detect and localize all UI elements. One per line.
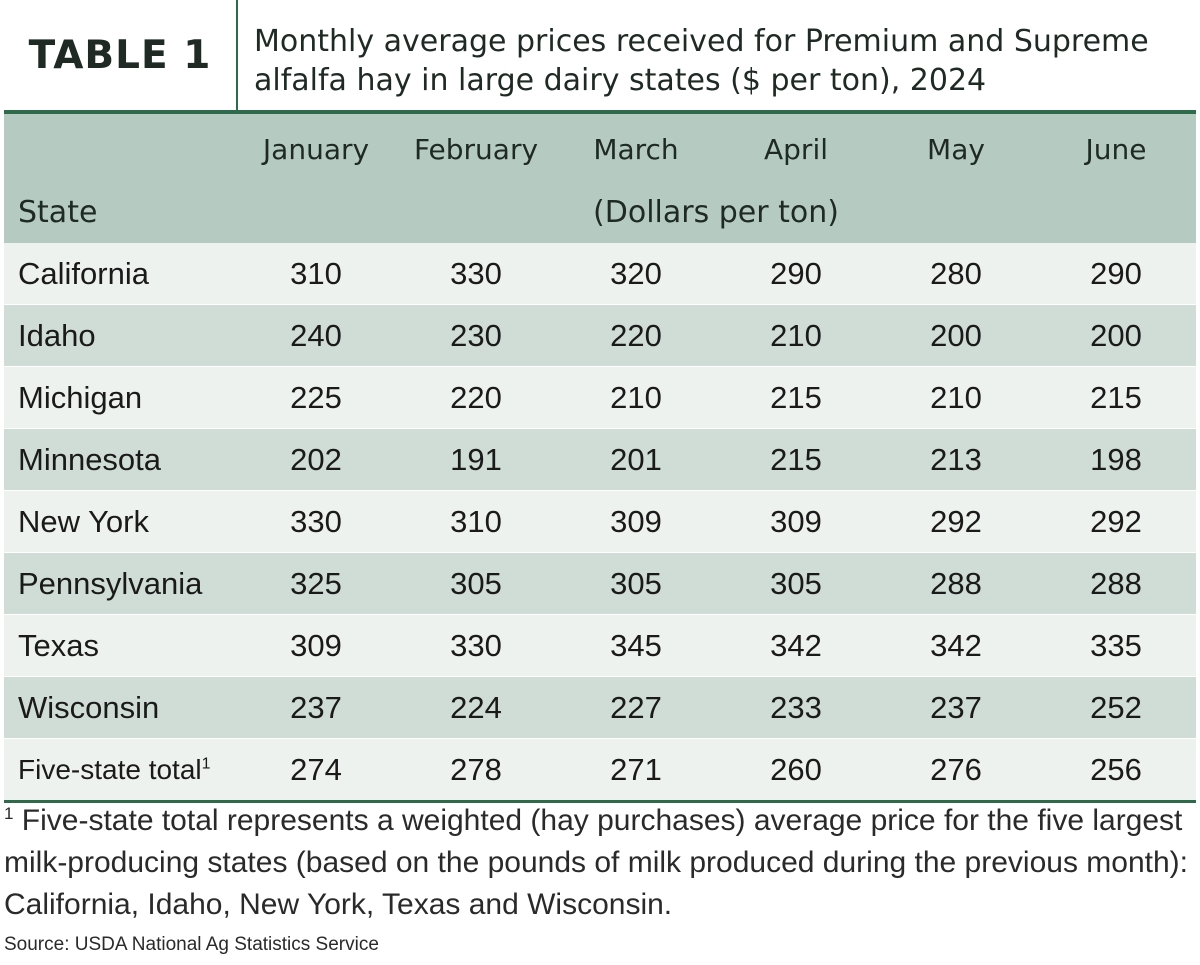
price-cell: 215: [1036, 366, 1196, 429]
footnote-mark: 1: [4, 804, 14, 823]
price-cell: 320: [556, 243, 716, 305]
column-header-month: May: [876, 114, 1036, 181]
state-cell: Minnesota: [4, 428, 236, 491]
price-cell: 342: [716, 614, 876, 677]
price-cell: 227: [556, 676, 716, 739]
price-cell: 237: [876, 676, 1036, 739]
price-cell: 224: [396, 676, 556, 739]
price-cell: 220: [396, 366, 556, 429]
table-header: TABLE 1 Monthly average prices received …: [4, 0, 1196, 114]
price-cell: 288: [1036, 552, 1196, 615]
price-cell: 213: [876, 428, 1036, 491]
price-cell: 305: [396, 552, 556, 615]
price-cell: 309: [556, 490, 716, 553]
price-cell: 290: [1036, 243, 1196, 305]
price-cell: 305: [716, 552, 876, 615]
table-body: California 310 330 320 290 280 290 Idaho 240 230 2…: [4, 243, 1196, 803]
price-cell: 292: [1036, 490, 1196, 553]
total-price-cell: 276: [876, 738, 1036, 803]
total-price-cell: 256: [1036, 738, 1196, 803]
price-cell: 215: [716, 366, 876, 429]
table-title: Monthly average prices received for Prem…: [254, 24, 1149, 98]
price-table-container: January February March April May June St…: [4, 114, 1196, 803]
total-label-cell: Five-state total1: [4, 738, 236, 803]
total-price-cell: 271: [556, 738, 716, 803]
price-cell: 230: [396, 304, 556, 367]
price-cell: 310: [236, 243, 396, 305]
price-cell: 233: [716, 676, 876, 739]
table-row: California 310 330 320 290 280 290: [4, 243, 1196, 305]
price-cell: 309: [236, 614, 396, 677]
price-cell: 310: [396, 490, 556, 553]
price-cell: 330: [236, 490, 396, 553]
total-price-cell: 278: [396, 738, 556, 803]
table-row: Idaho 240 230 220 210 200 200: [4, 304, 1196, 367]
price-cell: 237: [236, 676, 396, 739]
price-cell: 210: [716, 304, 876, 367]
price-cell: 198: [1036, 428, 1196, 491]
price-cell: 210: [876, 366, 1036, 429]
column-header-month: April: [716, 114, 876, 181]
column-header-month: January: [236, 114, 396, 181]
state-cell: Idaho: [4, 304, 236, 367]
price-cell: 252: [1036, 676, 1196, 739]
total-label: Five-state total: [18, 753, 202, 785]
price-cell: 220: [556, 304, 716, 367]
price-cell: 345: [556, 614, 716, 677]
state-cell: New York: [4, 490, 236, 553]
column-header-month: February: [396, 114, 556, 181]
footnote-text: Five-state total represents a weighted (…: [4, 804, 1188, 921]
price-cell: 342: [876, 614, 1036, 677]
column-header-month: June: [1036, 114, 1196, 181]
state-cell: California: [4, 243, 236, 305]
price-cell: 288: [876, 552, 1036, 615]
header-blank-cell: [4, 114, 236, 181]
price-cell: 200: [1036, 304, 1196, 367]
table-row: Michigan 225 220 210 215 210 215: [4, 366, 1196, 429]
price-cell: 330: [396, 243, 556, 305]
total-price-cell: 260: [716, 738, 876, 803]
price-cell: 280: [876, 243, 1036, 305]
state-cell: Michigan: [4, 366, 236, 429]
price-cell: 225: [236, 366, 396, 429]
state-cell: Texas: [4, 614, 236, 677]
total-footnote-mark: 1: [201, 755, 211, 773]
column-header-state: State: [4, 181, 236, 243]
price-cell: 335: [1036, 614, 1196, 677]
price-cell: 191: [396, 428, 556, 491]
source-note: Source: USDA National Ag Statistics Serv…: [4, 934, 379, 955]
price-cell: 305: [556, 552, 716, 615]
column-header-month: March: [556, 114, 716, 181]
table-row: Pennsylvania 325 305 305 305 288 288: [4, 552, 1196, 615]
price-cell: 200: [876, 304, 1036, 367]
price-cell: 202: [236, 428, 396, 491]
units-label: (Dollars per ton): [236, 181, 1196, 243]
price-cell: 215: [716, 428, 876, 491]
price-cell: 325: [236, 552, 396, 615]
price-cell: 210: [556, 366, 716, 429]
price-cell: 292: [876, 490, 1036, 553]
price-cell: 309: [716, 490, 876, 553]
footnote: 1 Five-state total represents a weighted…: [4, 800, 1194, 926]
table-row: Wisconsin 237 224 227 233 237 252: [4, 676, 1196, 739]
state-cell: Pennsylvania: [4, 552, 236, 615]
total-row: Five-state total1 274 278 271 260 276 256: [4, 738, 1196, 803]
price-cell: 330: [396, 614, 556, 677]
total-price-cell: 274: [236, 738, 396, 803]
price-cell: 240: [236, 304, 396, 367]
price-cell: 201: [556, 428, 716, 491]
table-head: January February March April May June St…: [4, 114, 1196, 243]
table-row: Texas 309 330 345 342 342 335: [4, 614, 1196, 677]
units-header-row: State (Dollars per ton): [4, 181, 1196, 243]
table-row: Minnesota 202 191 201 215 213 198: [4, 428, 1196, 491]
table-label: TABLE 1: [4, 0, 238, 110]
price-table: January February March April May June St…: [4, 114, 1196, 803]
table-row: New York 330 310 309 309 292 292: [4, 490, 1196, 553]
state-cell: Wisconsin: [4, 676, 236, 739]
month-header-row: January February March April May June: [4, 114, 1196, 181]
price-cell: 290: [716, 243, 876, 305]
